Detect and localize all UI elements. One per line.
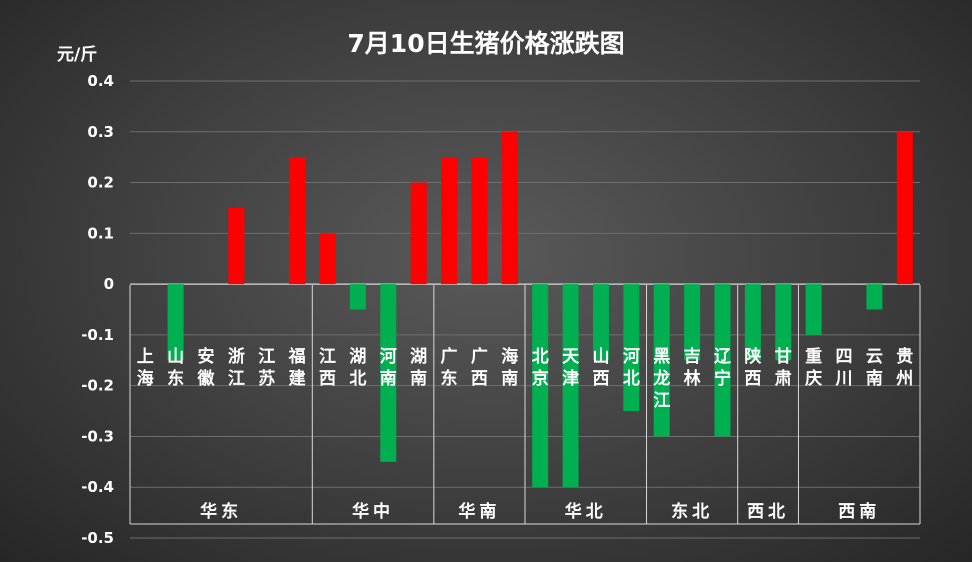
- region-group-label: 华南: [458, 501, 500, 522]
- category-label: 辽宁: [714, 347, 732, 389]
- bar: [380, 284, 397, 462]
- bar: [562, 284, 579, 488]
- y-tick-label: 0.1: [87, 224, 114, 242]
- category-label: 江西: [319, 347, 336, 389]
- category-label: 天津: [562, 347, 580, 389]
- category-label: 贵州: [895, 346, 913, 389]
- category-label: 四川: [835, 347, 853, 389]
- bar: [319, 233, 336, 285]
- y-tick-label: 0.3: [87, 123, 114, 141]
- category-label: 山东: [167, 347, 184, 389]
- category-label: 广东: [441, 346, 458, 389]
- category-label: 河北: [623, 347, 640, 389]
- y-tick-label: 0.4: [87, 72, 114, 90]
- bar: [684, 284, 701, 361]
- category-label: 甘肃: [775, 346, 792, 389]
- y-tick-label: -0.1: [81, 326, 114, 344]
- category-label: 湖北: [349, 347, 366, 389]
- category-label: 广西: [471, 346, 488, 389]
- bar: [744, 284, 761, 361]
- category-label: 河南: [380, 347, 397, 389]
- bar: [501, 131, 518, 285]
- bar: [866, 284, 883, 310]
- category-label: 黑龙江: [652, 347, 670, 411]
- bar: [592, 284, 609, 361]
- chart-title: 7月10日生猪价格涨跌图: [347, 29, 624, 58]
- y-axis-ticks: 0.4 0.3 0.2 0.1 0 -0.1 -0.2 -0.3 -0.4 -0.5: [81, 72, 114, 547]
- bar: [775, 284, 792, 361]
- bar: [167, 284, 184, 361]
- bar: [228, 207, 245, 285]
- category-label: 陕西: [744, 346, 761, 389]
- bar: [289, 157, 306, 285]
- region-group-label: 西南: [838, 501, 880, 522]
- bar: [410, 182, 427, 285]
- category-label: 上海: [137, 347, 154, 389]
- bar: [653, 284, 670, 437]
- region-group-label: 东北: [671, 501, 713, 522]
- category-label: 吉林: [684, 347, 701, 389]
- region-group-label: 华中: [352, 501, 394, 522]
- region-groups: 华东 华中 华南 华北 东北 西北 西南: [129, 285, 921, 525]
- category-label: 福建: [288, 346, 306, 389]
- y-tick-label: 0.2: [87, 174, 114, 192]
- category-label: 湖南: [410, 347, 427, 389]
- bar: [714, 284, 731, 437]
- region-group-label: 华东: [200, 501, 242, 522]
- category-label: 云南: [866, 347, 883, 389]
- category-label: 安徽: [196, 346, 215, 389]
- bar: [896, 131, 913, 285]
- bars: [167, 131, 913, 488]
- bar: [441, 157, 458, 285]
- y-tick-label: 0: [104, 275, 114, 293]
- category-labels: 上海山东安徽浙江江苏福建江西湖北河南湖南广东广西海南北京天津山西河北黑龙江吉林辽…: [137, 346, 914, 411]
- category-label: 浙江: [228, 346, 245, 389]
- y-tick-label: -0.4: [81, 478, 114, 496]
- category-label: 江苏: [258, 347, 275, 389]
- bar: [805, 284, 822, 335]
- category-label: 山西: [592, 347, 609, 389]
- bar: [349, 284, 366, 310]
- region-group-label: 华北: [565, 501, 607, 522]
- category-label: 海南: [501, 346, 518, 389]
- y-tick-label: -0.3: [81, 427, 114, 445]
- category-label: 北京: [532, 347, 549, 389]
- bar: [471, 157, 488, 285]
- bar: [532, 284, 549, 488]
- y-axis-unit: 元/斤: [57, 45, 97, 65]
- category-label: 重庆: [805, 346, 822, 389]
- bar: [623, 284, 640, 412]
- y-tick-label: -0.5: [81, 529, 114, 547]
- y-tick-label: -0.2: [81, 377, 114, 395]
- region-group-label: 西北: [747, 502, 789, 522]
